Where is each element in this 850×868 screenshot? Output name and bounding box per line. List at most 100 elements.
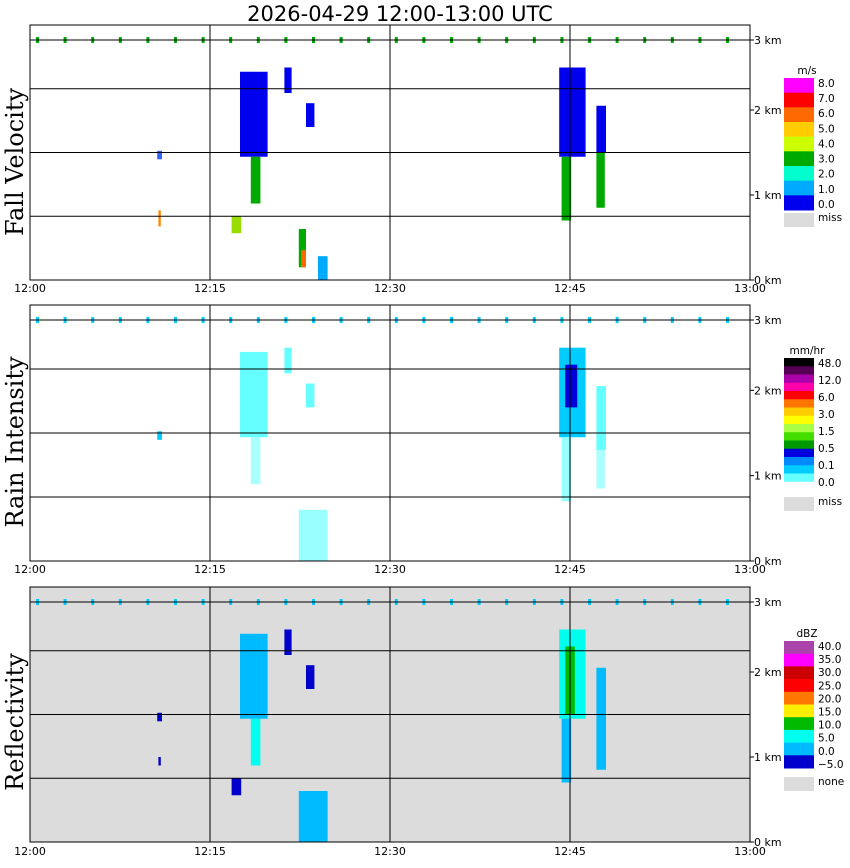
fall-velocity-echo-1	[158, 210, 161, 227]
reflectivity-legend-label: 20.0	[818, 693, 841, 705]
fall-velocity-title: Fall Velocity	[1, 88, 29, 237]
reflectivity-x-tick-label: 12:00	[14, 845, 46, 858]
fall-velocity-x-tick-label: 12:00	[14, 282, 46, 295]
fall-velocity-y-tick-label: 2 km	[754, 104, 782, 117]
rain-intensity-echo-1	[240, 351, 268, 438]
fall-velocity-y-tick-label: 3 km	[754, 34, 782, 47]
rain-intensity-echo-3	[284, 347, 292, 374]
fall-velocity-legend-label: 5.0	[818, 123, 835, 135]
fall-velocity-y-tick-label: 1 km	[754, 189, 782, 202]
reflectivity-legend-label: 25.0	[818, 680, 841, 692]
fall-velocity-panel: Fall Velocity 12:00 12:15 12:30 12:45 13:000 …	[1, 24, 842, 295]
reflectivity-legend-swatch	[784, 729, 814, 744]
rain-intensity-y-tick-label: 2 km	[754, 384, 782, 397]
fall-velocity-legend-swatch	[784, 195, 814, 211]
rain-intensity-legend-swatch	[784, 481, 814, 491]
reflectivity-legend-label: 5.0	[818, 733, 835, 745]
fall-velocity-legend-label: 2.0	[818, 169, 835, 181]
fall-velocity-legend-label: 0.0	[818, 199, 835, 211]
rain-intensity-legend-swatch	[784, 440, 814, 450]
fall-velocity-legend-label: 1.0	[818, 184, 835, 196]
reflectivity-legend-label: 30.0	[818, 667, 841, 679]
reflectivity-y-tick-label: 3 km	[754, 596, 782, 609]
rain-intensity-legend-label: 0.5	[818, 443, 835, 455]
reflectivity-frame	[29, 586, 751, 843]
reflectivity-echo-2	[240, 633, 268, 719]
reflectivity-x-tick-label: 12:15	[194, 845, 226, 858]
fall-velocity-echo-7	[298, 229, 306, 268]
rain-intensity-legend-missing-label: miss	[818, 496, 842, 508]
fall-velocity-legend-label: 4.0	[818, 138, 835, 150]
fall-velocity-legend-swatch	[784, 92, 814, 108]
rain-intensity-title: Rain Intensity	[1, 356, 29, 528]
rain-intensity-x-tick-label: 12:00	[14, 563, 46, 576]
reflectivity-echo-1	[158, 757, 161, 766]
reflectivity-legend-missing-swatch	[784, 777, 814, 791]
rain-intensity-echo-4	[306, 383, 315, 408]
reflectivity-legend-swatch	[784, 755, 814, 769]
rain-intensity-legend-label: 12.0	[818, 375, 841, 387]
reflectivity-legend-label: −5.0	[818, 759, 844, 771]
fall-velocity-echo-6	[306, 103, 315, 127]
reflectivity-echo-4	[231, 778, 242, 796]
reflectivity-title: Reflectivity	[1, 653, 29, 791]
rain-intensity-echo-10	[596, 450, 605, 489]
reflectivity-legend-label: 15.0	[818, 707, 841, 719]
fall-velocity-x-tick-label: 12:15	[194, 282, 226, 295]
reflectivity-legend-swatch	[784, 641, 814, 655]
fall-velocity-legend-swatch	[784, 151, 814, 167]
rain-intensity-y-tick-label: 3 km	[754, 314, 782, 327]
rain-intensity-legend-label: 3.0	[818, 409, 835, 421]
rain-intensity-legend-swatch	[784, 473, 814, 483]
fall-velocity-echo-10	[559, 67, 586, 157]
fall-velocity-echo-3	[250, 156, 261, 204]
rain-intensity-legend-label: 0.0	[818, 477, 835, 489]
fall-velocity-legend-swatch	[784, 122, 814, 138]
reflectivity-legend-label: 40.0	[818, 641, 841, 653]
rain-intensity-x-tick-label: 12:30	[374, 563, 406, 576]
reflectivity-x-tick-label: 12:45	[554, 845, 586, 858]
reflectivity-legend-label: 35.0	[818, 654, 841, 666]
reflectivity-legend-swatch	[784, 691, 814, 705]
reflectivity-legend-swatch	[784, 742, 814, 756]
reflectivity-y-tick-label: 2 km	[754, 666, 782, 679]
reflectivity-legend-swatch	[784, 717, 814, 731]
fall-velocity-legend-missing-swatch	[784, 213, 814, 227]
rain-intensity-echo-0	[157, 431, 162, 440]
reflectivity-echo-5	[284, 629, 292, 655]
rain-intensity-legend-swatch	[784, 448, 814, 458]
fall-velocity-frame	[29, 24, 751, 281]
fall-velocity-legend-label: 7.0	[818, 93, 835, 105]
reflectivity-echo-7	[298, 791, 328, 842]
fall-velocity-legend-label: 8.0	[818, 78, 835, 90]
fall-velocity-x-tick-label: 13:00	[734, 282, 766, 295]
reflectivity-legend-unit: dBZ	[796, 628, 817, 640]
reflectivity-legend-label: 10.0	[818, 720, 841, 732]
rain-intensity-legend-swatch	[784, 391, 814, 400]
fall-velocity-echo-2	[240, 71, 268, 157]
reflectivity-echo-10	[561, 718, 572, 783]
fall-velocity-echo-4	[231, 216, 242, 234]
rain-intensity-echo-5	[298, 509, 328, 561]
rain-intensity-x-tick-label: 12:15	[194, 563, 226, 576]
fall-velocity-legend-label: 6.0	[818, 108, 835, 120]
reflectivity-x-tick-label: 12:30	[374, 845, 406, 858]
rain-intensity-legend-swatch	[784, 424, 814, 433]
rain-intensity-echo-7	[565, 364, 578, 408]
fall-velocity-legend-swatch	[784, 78, 814, 94]
rain-intensity-legend-label: 0.1	[818, 460, 835, 472]
fall-velocity-legend-missing-label: miss	[818, 212, 842, 224]
reflectivity-legend-missing-label: none	[818, 776, 844, 788]
reflectivity-legend-swatch	[784, 666, 814, 680]
rain-intensity-legend-swatch	[784, 457, 814, 466]
rain-intensity-legend-swatch	[784, 432, 814, 441]
reflectivity-legend-swatch	[784, 679, 814, 693]
rain-intensity-legend-label: 6.0	[818, 392, 835, 404]
reflectivity-x-tick-label: 13:00	[734, 845, 766, 858]
fall-velocity-echo-0	[157, 150, 162, 160]
reflectivity-legend-swatch	[784, 704, 814, 718]
reflectivity-echo-11	[596, 667, 606, 770]
rain-intensity-y-tick-label: 1 km	[754, 470, 782, 483]
